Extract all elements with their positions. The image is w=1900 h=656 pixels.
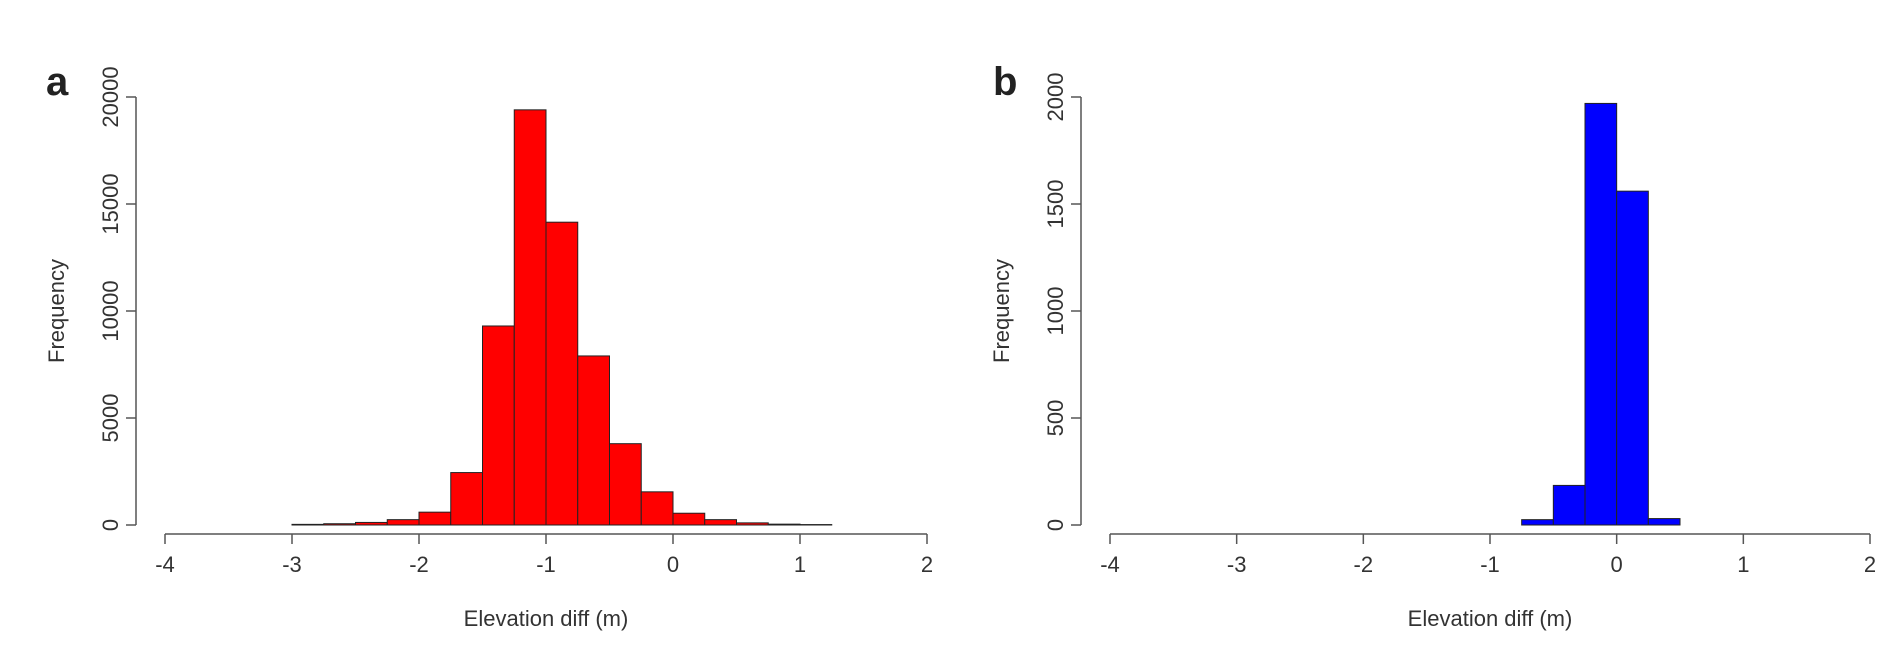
histogram-bar (609, 443, 642, 526)
panel-a-x-axis: -4 -3 -2 -1 0 1 2 (155, 533, 933, 577)
histogram-bar (450, 472, 483, 526)
y-tick-label: 10000 (98, 280, 123, 341)
histogram-bar (1584, 102, 1618, 526)
x-tick-label: 1 (1737, 552, 1749, 577)
panel-a-histogram: a 0 5000 10000 15000 20000 -4 -3 -2 -1 0 1 2 Eleva… (44, 60, 933, 631)
histogram-bar (482, 325, 515, 526)
y-tick-label: 5000 (98, 394, 123, 443)
histogram-bar (386, 519, 420, 526)
panel-a-y-axis: 0 5000 10000 15000 20000 (98, 66, 137, 531)
histogram-bar (355, 521, 388, 526)
x-tick-label: -3 (1227, 552, 1247, 577)
x-tick-label: 0 (667, 552, 679, 577)
x-tick-label: -1 (536, 552, 556, 577)
x-tick-label: -2 (1354, 552, 1374, 577)
x-tick-label: -4 (1100, 552, 1120, 577)
x-tick-label: -2 (409, 552, 429, 577)
x-tick-label: 0 (1611, 552, 1623, 577)
panel-b-histogram: b 0 500 1000 1500 2000 -4 -3 -2 -1 0 1 2 Elevation… (989, 60, 1876, 631)
x-tick-label: 2 (1864, 552, 1876, 577)
histogram-bar (736, 522, 769, 526)
histogram-bar (291, 523, 325, 526)
x-tick-label: -4 (155, 552, 175, 577)
y-tick-label: 1000 (1043, 287, 1068, 336)
histogram-bar (767, 523, 801, 526)
panel-a-x-axis-title: Elevation diff (m) (464, 606, 629, 631)
panel-b-bars (1521, 102, 1681, 526)
histogram-bar (640, 491, 674, 526)
y-tick-label: 20000 (98, 66, 123, 127)
histogram-bar (1616, 190, 1649, 526)
histogram-bar (704, 519, 737, 526)
panel-a-y-axis-title: Frequency (44, 259, 69, 363)
x-tick-label: 1 (794, 552, 806, 577)
panel-b-x-axis: -4 -3 -2 -1 0 1 2 (1100, 533, 1876, 577)
x-tick-label: -1 (1480, 552, 1500, 577)
panel-b-y-axis-title: Frequency (989, 259, 1014, 363)
histogram-bar (513, 109, 547, 526)
histogram-bar (672, 512, 706, 526)
histogram-bar (1521, 519, 1554, 526)
histogram-bar (577, 355, 610, 526)
histogram-bar (545, 221, 579, 526)
panel-a-bars (291, 109, 833, 526)
panel-b-y-axis: 0 500 1000 1500 2000 (1043, 73, 1082, 531)
y-tick-label: 500 (1043, 400, 1068, 437)
histogram-bar (323, 523, 356, 526)
x-tick-label: -3 (282, 552, 302, 577)
y-tick-label: 1500 (1043, 180, 1068, 229)
y-tick-label: 15000 (98, 173, 123, 234)
histogram-bar (418, 511, 452, 526)
histogram-bar (1647, 518, 1681, 526)
y-tick-label: 2000 (1043, 73, 1068, 122)
panel-b-letter: b (993, 60, 1017, 104)
panel-b-x-axis-title: Elevation diff (m) (1408, 606, 1573, 631)
x-tick-label: 2 (921, 552, 933, 577)
panel-a-letter: a (46, 60, 69, 104)
y-tick-label: 0 (1043, 519, 1068, 531)
y-tick-label: 0 (98, 519, 123, 531)
histogram-bar (1552, 484, 1586, 526)
